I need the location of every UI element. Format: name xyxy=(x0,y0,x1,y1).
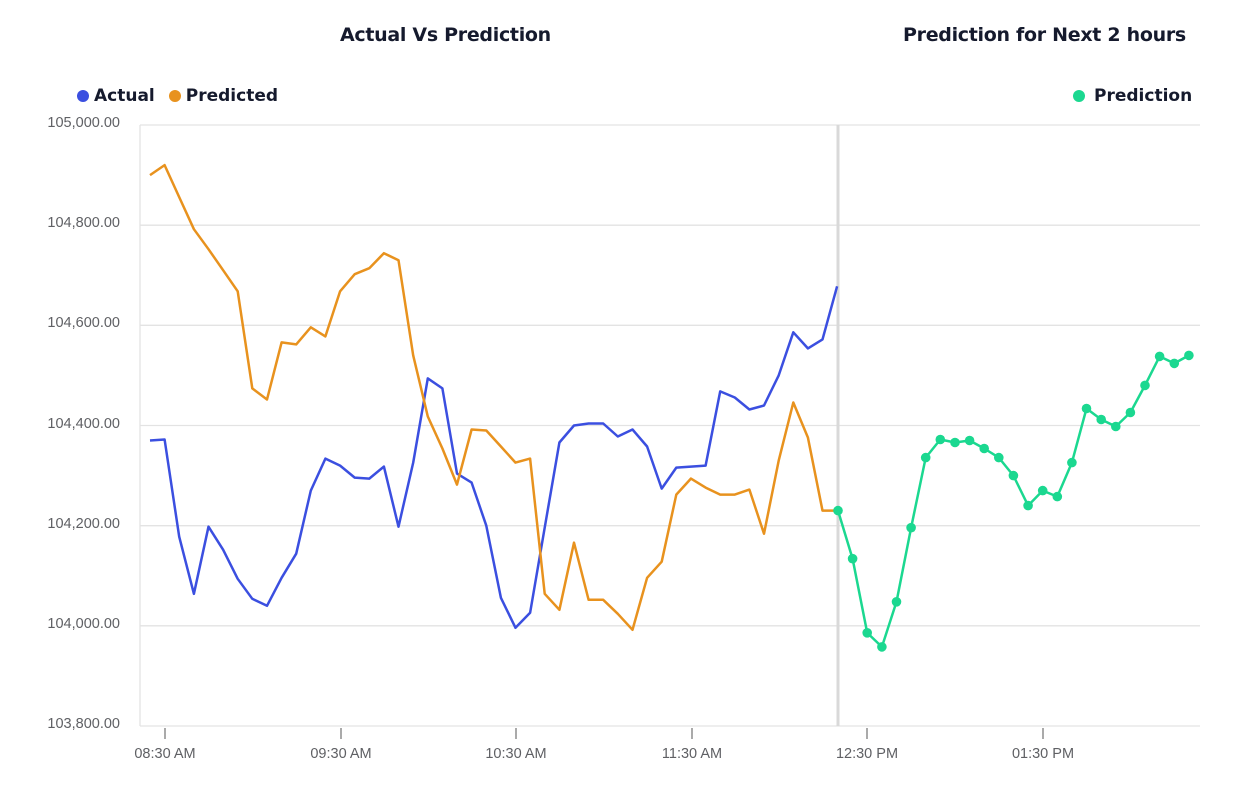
prediction-data-point[interactable] xyxy=(1052,491,1063,502)
series-lines xyxy=(149,163,1194,652)
y-tick-label: 104,800.00 xyxy=(47,215,120,231)
chart-title-prediction-next-2-hours: Prediction for Next 2 hours xyxy=(903,24,1186,46)
legend-label-predicted: Predicted xyxy=(185,86,279,106)
legend-item-prediction[interactable]: Prediction xyxy=(1073,86,1192,106)
prediction-data-point[interactable] xyxy=(862,628,872,638)
prediction-data-point[interactable] xyxy=(1008,470,1019,481)
prediction-data-point[interactable] xyxy=(920,452,931,463)
x-tick-label: 08:30 AM xyxy=(134,746,196,762)
x-tick-label: 09:30 AM xyxy=(310,746,372,762)
legend-label-actual: Actual xyxy=(94,86,155,106)
prediction-data-point[interactable] xyxy=(964,435,975,446)
legend-item-actual[interactable]: Actual xyxy=(77,86,155,106)
series-line-prediction[interactable] xyxy=(836,354,1190,649)
x-axis-ticks xyxy=(164,728,1044,739)
predicted-series-dot-icon xyxy=(168,90,181,102)
legend-item-predicted[interactable]: Predicted xyxy=(168,86,279,106)
prediction-data-point[interactable] xyxy=(1081,403,1092,414)
prediction-data-point[interactable] xyxy=(847,553,858,564)
prediction-data-point[interactable] xyxy=(994,452,1004,463)
y-tick-label: 104,200.00 xyxy=(47,516,120,532)
series-line-actual[interactable] xyxy=(149,285,839,630)
y-tick-label: 104,400.00 xyxy=(47,416,120,432)
y-tick-label: 104,600.00 xyxy=(47,315,120,331)
prediction-data-point[interactable] xyxy=(891,597,902,607)
x-tick-label: 12:30 PM xyxy=(835,746,899,762)
prediction-data-point[interactable] xyxy=(1037,485,1048,496)
x-tick-label: 10:30 AM xyxy=(485,746,547,762)
prediction-data-point[interactable] xyxy=(1169,358,1180,369)
x-tick-label: 01:30 PM xyxy=(1011,746,1075,762)
series-line-predicted[interactable] xyxy=(149,163,838,632)
prediction-data-point[interactable] xyxy=(979,443,989,454)
prediction-data-point[interactable] xyxy=(906,522,916,533)
actual-series-dot-icon xyxy=(77,90,89,102)
prediction-data-point[interactable] xyxy=(1111,421,1121,432)
prediction-data-point[interactable] xyxy=(950,437,960,448)
prediction-data-point[interactable] xyxy=(1140,380,1150,391)
chart-title-actual-vs-prediction: Actual Vs Prediction xyxy=(340,24,551,46)
x-tick-label: 11:30 AM xyxy=(661,746,723,762)
prediction-data-point[interactable] xyxy=(1023,500,1033,511)
prediction-data-point[interactable] xyxy=(1067,457,1077,468)
legend-label-prediction: Prediction xyxy=(1094,86,1193,106)
y-tick-label: 104,000.00 xyxy=(47,616,120,632)
legend-right: Prediction xyxy=(1073,86,1192,106)
prediction-data-point[interactable] xyxy=(1125,407,1136,418)
legend-left: Actual Predicted xyxy=(77,86,278,106)
prediction-data-point[interactable] xyxy=(1154,351,1165,362)
prediction-data-point[interactable] xyxy=(935,434,946,445)
prediction-data-point[interactable] xyxy=(1184,350,1194,361)
prediction-data-point[interactable] xyxy=(1096,414,1106,425)
y-tick-label: 105,000.00 xyxy=(47,115,120,131)
prediction-data-point[interactable] xyxy=(833,505,843,516)
prediction-data-point[interactable] xyxy=(877,642,887,652)
grid-lines xyxy=(139,124,1200,727)
y-tick-label: 103,800.00 xyxy=(47,716,120,732)
prediction-series-dot-icon xyxy=(1073,90,1085,102)
